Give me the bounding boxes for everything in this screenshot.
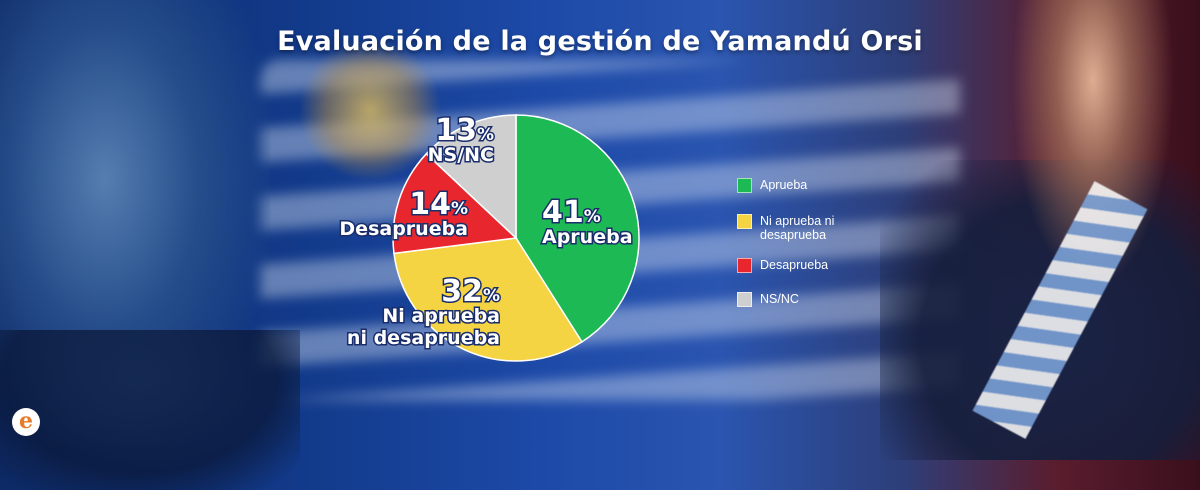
legend-label-ni-aprueba-ni-desaprueba: Ni aprueba ni desaprueba (760, 214, 835, 242)
slice-name-ni-aprueba-ni-desaprueba: ni desaprueba (347, 327, 500, 349)
slice-value-ns-nc: 13% (435, 113, 494, 148)
legend-swatch-aprueba (737, 178, 752, 193)
pie-slice-ni-aprueba-ni-desaprueba (393, 237, 583, 362)
legend-item-aprueba: Aprueba (737, 178, 897, 193)
legend-label-aprueba: Aprueba (760, 178, 808, 192)
slice-label-aprueba: 41%Aprueba (541, 194, 635, 250)
legend-swatch-ns-nc (737, 292, 752, 307)
slice-value-aprueba: 41% (542, 195, 601, 230)
slice-value-ni-aprueba-ni-desaprueba: 32% (441, 274, 500, 309)
slice-value-desaprueba: 14% (409, 187, 468, 222)
legend-label-desaprueba: Desaprueba (760, 258, 829, 272)
slice-name-aprueba: Aprueba (542, 226, 633, 248)
chart-title: Evaluación de la gestión de Yamandú Orsi (277, 26, 923, 57)
legend-swatch-desaprueba (737, 258, 752, 273)
pie-slice-desaprueba (392, 152, 518, 255)
slice-name-ns-nc: NS/NC (428, 144, 494, 166)
slice-label-ns-nc: 13%NS/NC (426, 112, 495, 168)
slice-name-desaprueba: Desaprueba (339, 218, 468, 240)
legend-label-ns-nc: NS/NC (760, 292, 799, 306)
slice-name-ni-aprueba-ni-desaprueba: Ni aprueba (382, 305, 500, 327)
legend-item-ni-aprueba-ni-desaprueba: Ni aprueba ni desaprueba (737, 214, 897, 242)
legend-swatch-ni-aprueba-ni-desaprueba (737, 214, 752, 229)
legend-item-desaprueba: Desaprueba (737, 258, 897, 273)
legend-item-ns-nc: NS/NC (737, 292, 897, 307)
pie-slice-ns-nc (425, 114, 517, 240)
brand-logo: e (12, 408, 40, 436)
slice-label-desaprueba: 14%Desaprueba (338, 186, 470, 242)
